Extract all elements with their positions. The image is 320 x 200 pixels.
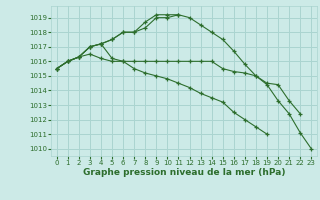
X-axis label: Graphe pression niveau de la mer (hPa): Graphe pression niveau de la mer (hPa) [83, 168, 285, 177]
